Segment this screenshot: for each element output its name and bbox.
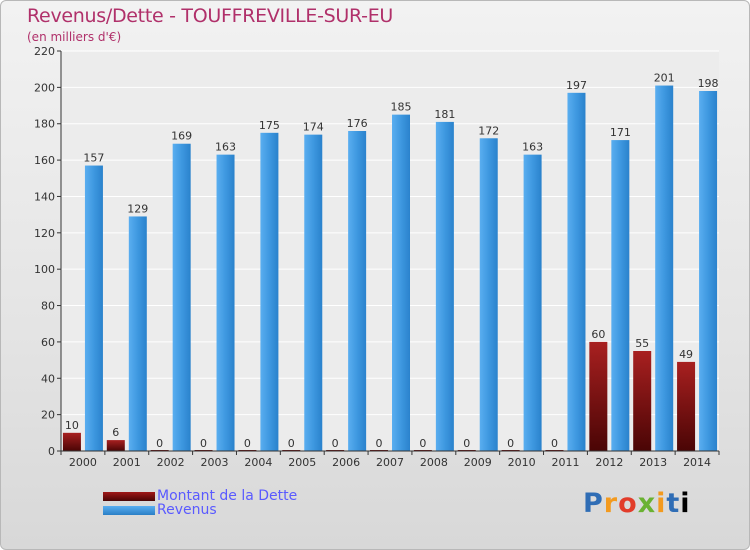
data-label-revenus: 129 — [127, 202, 148, 215]
data-label-revenus: 171 — [610, 126, 631, 139]
plot-area — [61, 51, 719, 451]
logo-letter: i — [680, 488, 691, 519]
chart-title: Revenus/Dette - TOUFFREVILLE-SUR-EU — [27, 5, 394, 27]
legend-swatch-dette — [103, 492, 155, 501]
bar-revenus — [216, 154, 235, 452]
data-label-dette: 55 — [635, 337, 649, 350]
bar-revenus — [348, 131, 367, 451]
x-tick-label: 2004 — [244, 456, 272, 469]
data-label-dette: 0 — [288, 437, 295, 450]
x-tick-label: 2008 — [420, 456, 448, 469]
bar-dette — [677, 361, 696, 451]
legend-label-dette: Montant de la Dette — [157, 488, 298, 504]
data-label-dette: 0 — [244, 437, 251, 450]
data-label-dette: 10 — [65, 419, 79, 432]
bar-dette — [589, 341, 608, 451]
data-label-revenus: 198 — [698, 77, 719, 90]
y-tick-label: 60 — [41, 336, 55, 349]
x-tick-label: 2007 — [376, 456, 404, 469]
data-label-dette: 0 — [551, 437, 558, 450]
y-tick-label: 160 — [34, 154, 55, 167]
logo-letter: t — [666, 488, 681, 519]
data-label-revenus: 175 — [259, 119, 280, 132]
x-tick-label: 2012 — [595, 456, 623, 469]
bar-revenus — [611, 140, 630, 451]
x-tick-label: 2013 — [639, 456, 667, 469]
chart-subtitle: (en milliers d'€) — [27, 30, 122, 44]
bar-dette — [106, 440, 125, 451]
x-tick-label: 2002 — [157, 456, 185, 469]
data-label-dette: 0 — [332, 437, 339, 450]
y-tick-label: 200 — [34, 81, 55, 94]
x-tick-label: 2001 — [113, 456, 141, 469]
bar-revenus — [655, 85, 674, 451]
data-label-dette: 49 — [679, 348, 693, 361]
data-label-revenus: 172 — [478, 124, 499, 137]
y-tick-label: 220 — [34, 45, 55, 58]
data-label-revenus: 176 — [347, 117, 368, 130]
x-tick-label: 2006 — [332, 456, 360, 469]
data-label-dette: 60 — [591, 328, 605, 341]
x-tick-label: 2010 — [508, 456, 536, 469]
x-tick-label: 2011 — [551, 456, 579, 469]
y-tick-label: 180 — [34, 118, 55, 131]
y-tick-label: 0 — [48, 445, 55, 458]
data-label-revenus: 197 — [566, 79, 587, 92]
bar-revenus — [479, 138, 498, 452]
data-label-revenus: 163 — [215, 141, 236, 154]
data-label-dette: 6 — [112, 426, 119, 439]
bar-dette — [62, 432, 81, 451]
y-tick-label: 140 — [34, 190, 55, 203]
data-label-dette: 0 — [507, 437, 514, 450]
logo-letter: x — [637, 488, 657, 519]
x-tick-label: 2009 — [464, 456, 492, 469]
x-tick-label: 2014 — [683, 456, 711, 469]
y-tick-label: 100 — [34, 263, 55, 276]
data-label-dette: 0 — [463, 437, 470, 450]
x-tick-label: 2000 — [69, 456, 97, 469]
data-label-revenus: 185 — [391, 101, 412, 114]
bar-revenus — [84, 165, 103, 451]
data-label-revenus: 174 — [303, 121, 324, 134]
data-label-revenus: 201 — [654, 72, 675, 85]
bar-revenus — [172, 143, 191, 451]
data-label-revenus: 163 — [522, 141, 543, 154]
logo-letter: o — [618, 488, 638, 519]
y-tick-label: 40 — [41, 372, 55, 385]
data-label-revenus: 181 — [434, 108, 455, 121]
logo-letter: i — [656, 488, 667, 519]
data-label-revenus: 169 — [171, 130, 192, 143]
bar-revenus — [567, 92, 586, 452]
bar-dette — [633, 351, 652, 451]
bar-revenus — [435, 121, 454, 451]
y-tick-label: 80 — [41, 300, 55, 313]
logo-letter: P — [583, 488, 604, 519]
proxiti-logo: Proxiti — [583, 488, 691, 519]
data-label-dette: 0 — [200, 437, 207, 450]
data-label-dette: 0 — [376, 437, 383, 450]
x-tick-label: 2003 — [201, 456, 229, 469]
y-tick-label: 20 — [41, 409, 55, 422]
bar-revenus — [392, 114, 410, 452]
data-label-revenus: 157 — [83, 152, 104, 165]
bar-revenus — [260, 132, 279, 451]
x-tick-label: 2005 — [288, 456, 316, 469]
logo-letter: r — [603, 488, 619, 519]
bar-revenus — [304, 134, 323, 452]
legend-label-revenus: Revenus — [157, 502, 217, 518]
data-label-dette: 0 — [156, 437, 163, 450]
y-tick-label: 120 — [34, 227, 55, 240]
data-label-dette: 0 — [419, 437, 426, 450]
bar-revenus — [523, 154, 542, 452]
bar-revenus — [699, 91, 718, 451]
bar-revenus — [128, 216, 147, 451]
legend-swatch-revenus — [103, 506, 155, 515]
